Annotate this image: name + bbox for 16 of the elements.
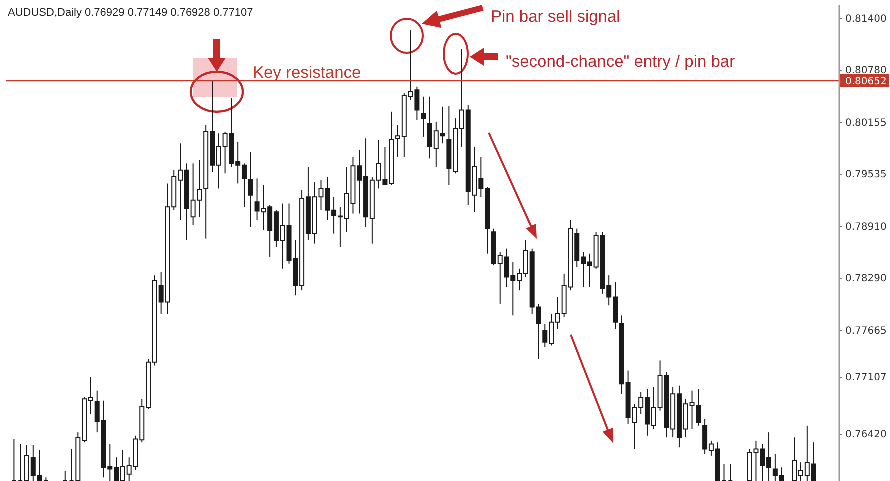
y-tick-label: 0.79535 bbox=[846, 170, 887, 181]
candlestick bbox=[421, 96, 426, 138]
chart-title: AUDUSD,Daily 0.76929 0.77149 0.76928 0.77107 bbox=[8, 7, 254, 19]
y-tick-label: 0.78290 bbox=[846, 274, 887, 285]
y-tick-label: 0.81400 bbox=[846, 14, 887, 25]
y-tick-label: 0.78910 bbox=[846, 222, 887, 233]
y-tick-label: 0.77107 bbox=[846, 372, 887, 384]
annotation: Pin bar sell signal bbox=[491, 8, 620, 26]
candlestick bbox=[248, 151, 254, 228]
y-tick-label: 0.77665 bbox=[846, 326, 887, 337]
y-tick-label: 0.76420 bbox=[846, 430, 887, 441]
y-tick-label: 0.80652 bbox=[846, 76, 887, 88]
annotation: "second-chance" entry / pin bar bbox=[506, 53, 736, 71]
ref-line-label: Key resistance bbox=[253, 64, 362, 82]
y-tick-label: 0.80155 bbox=[846, 118, 887, 129]
y-tick-label: 0.80780 bbox=[846, 66, 887, 77]
